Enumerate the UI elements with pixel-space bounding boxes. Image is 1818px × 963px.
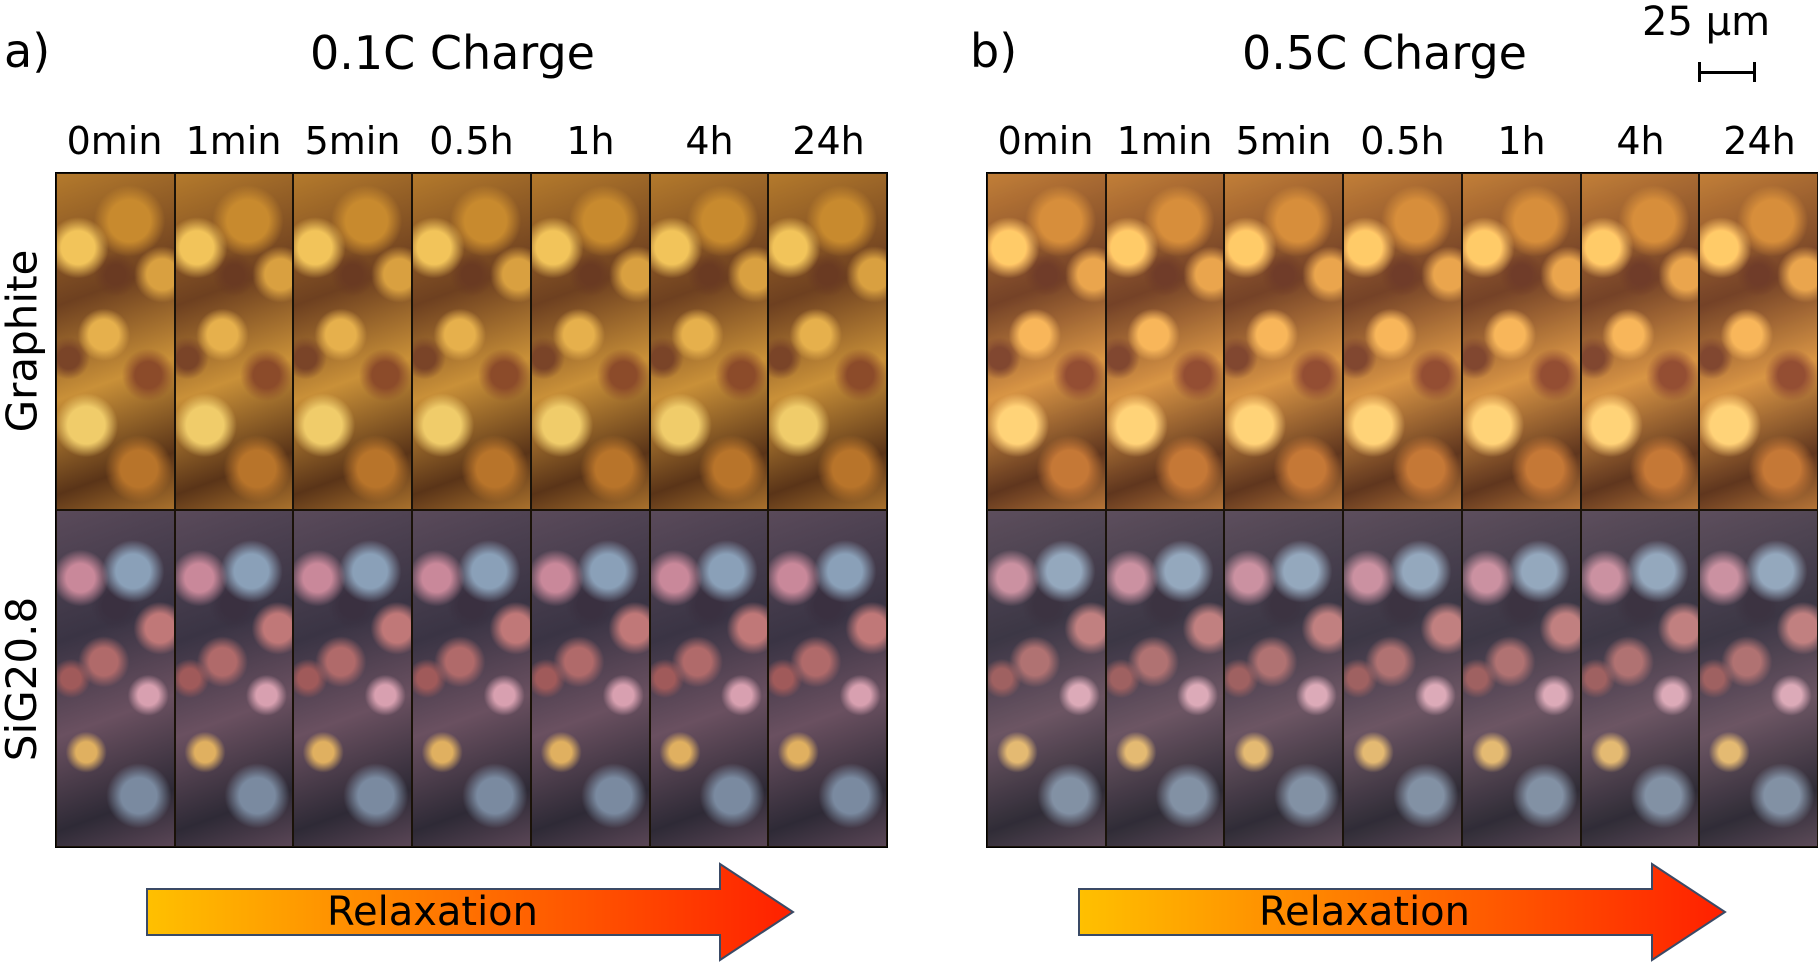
panel-a: a) 0.1C Charge 0min 1min 5min 0.5h 1h 4h… xyxy=(0,0,905,963)
panel-title: 0.5C Charge xyxy=(1242,26,1527,80)
sig-micrograph xyxy=(412,510,531,847)
scale-bar-label: 25 μm xyxy=(1642,0,1771,45)
relaxation-arrow: Relaxation xyxy=(145,862,795,962)
time-label: 24h xyxy=(1723,119,1796,163)
graphite-micrograph xyxy=(1343,173,1462,510)
relaxation-arrow: Relaxation xyxy=(1077,862,1727,962)
arrow-label: Relaxation xyxy=(326,889,539,935)
time-label: 5min xyxy=(1235,119,1332,163)
sig-micrograph xyxy=(530,510,650,847)
time-label: 4h xyxy=(685,119,734,163)
panel-b: b) 0.5C Charge 25 μm 0min 1min 5min 0.5h… xyxy=(930,0,1818,963)
time-label: 0min xyxy=(997,119,1094,163)
sig-micrograph xyxy=(1580,510,1700,847)
sig-micrograph xyxy=(987,510,1106,847)
time-label: 0.5h xyxy=(1360,119,1445,163)
time-labels: 0min 1min 5min 0.5h 1h 4h 24h xyxy=(986,122,1818,172)
time-labels: 0min 1min 5min 0.5h 1h 4h 24h xyxy=(55,122,888,172)
sig-micrograph xyxy=(649,510,769,847)
sig-micrograph xyxy=(56,510,175,847)
graphite-micrograph xyxy=(530,173,650,510)
sig-micrograph xyxy=(1105,510,1225,847)
panel-title: 0.1C Charge xyxy=(310,26,595,80)
scale-bar: 25 μm xyxy=(1642,2,1792,82)
time-label: 1h xyxy=(1497,119,1546,163)
sig-micrograph xyxy=(1461,510,1581,847)
scale-bar-tick xyxy=(1753,62,1756,82)
sig-micrograph xyxy=(293,510,413,847)
sig-micrograph xyxy=(1343,510,1462,847)
time-label: 0.5h xyxy=(429,119,514,163)
arrow-shape xyxy=(146,862,795,962)
micrograph-grid xyxy=(55,172,888,848)
graphite-micrograph xyxy=(768,173,887,510)
graphite-micrograph xyxy=(987,173,1106,510)
row-label-graphite: Graphite xyxy=(0,172,46,510)
sig-micrograph xyxy=(1699,510,1818,847)
time-label: 0min xyxy=(66,119,163,163)
graphite-micrograph xyxy=(56,173,175,510)
graphite-micrograph xyxy=(412,173,531,510)
row-label-sig: SiG20.8 xyxy=(0,510,47,848)
time-label: 24h xyxy=(792,119,865,163)
micrograph-grid xyxy=(986,172,1818,848)
sig-micrograph xyxy=(768,510,887,847)
graphite-micrograph xyxy=(174,173,294,510)
graphite-micrograph xyxy=(649,173,769,510)
time-label: 1min xyxy=(1116,119,1213,163)
panel-letter: b) xyxy=(970,24,1018,78)
time-label: 4h xyxy=(1616,119,1665,163)
scale-bar-line xyxy=(1698,71,1756,74)
row-label-text: SiG20.8 xyxy=(0,596,47,762)
time-label: 1min xyxy=(185,119,282,163)
graphite-micrograph xyxy=(1105,173,1225,510)
graphite-micrograph xyxy=(1699,173,1818,510)
arrow-label: Relaxation xyxy=(1258,889,1471,935)
graphite-micrograph xyxy=(1461,173,1581,510)
graphite-micrograph xyxy=(1224,173,1344,510)
arrow-shape xyxy=(1078,862,1727,962)
panel-letter: a) xyxy=(4,24,51,78)
sig-micrograph xyxy=(174,510,294,847)
time-label: 5min xyxy=(304,119,401,163)
graphite-micrograph xyxy=(293,173,413,510)
sig-micrograph xyxy=(1224,510,1344,847)
graphite-micrograph xyxy=(1580,173,1700,510)
time-label: 1h xyxy=(566,119,615,163)
row-label-text: Graphite xyxy=(0,249,46,433)
scale-bar-tick xyxy=(1698,62,1701,82)
